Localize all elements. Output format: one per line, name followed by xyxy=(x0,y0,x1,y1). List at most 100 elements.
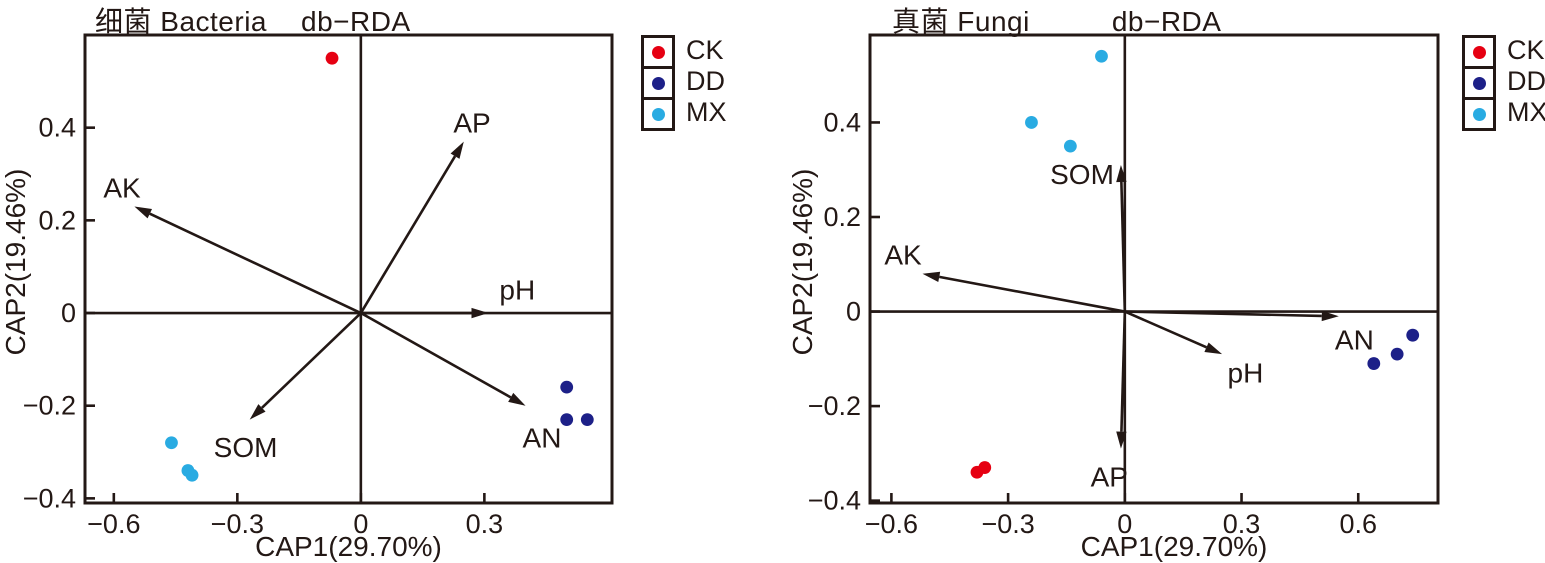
y-tick-label: −0.4 xyxy=(23,483,76,513)
env-arrow-head-AP xyxy=(1116,431,1127,449)
x-tick-label: −0.6 xyxy=(87,509,140,539)
env-arrow-head-pH xyxy=(1204,342,1223,355)
legend-cell-mx xyxy=(641,97,675,131)
x-tick-label: 0.3 xyxy=(1223,509,1261,539)
data-point-DD xyxy=(560,380,574,394)
plot-border xyxy=(868,33,1440,505)
x-tick-label: −0.3 xyxy=(981,509,1034,539)
y-tick-label: 0 xyxy=(61,298,76,328)
y-tick-label: 0.2 xyxy=(823,202,861,232)
env-arrow-label-AK: AK xyxy=(884,239,922,270)
fungi-title-method: db−RDA xyxy=(1111,6,1222,37)
legend-fungi: CK DD MX xyxy=(1462,35,1545,131)
env-arrow-shaft-AP xyxy=(359,155,457,314)
env-arrow-shaft-AN xyxy=(1124,310,1322,318)
fungi-title-group: 真菌 Fungi xyxy=(892,6,1030,37)
data-point-MX xyxy=(1025,116,1038,129)
y-tick-label: −0.4 xyxy=(808,486,861,516)
bacteria-title-method: db−RDA xyxy=(301,6,411,37)
x-tick-label: 0 xyxy=(353,509,368,539)
mx-dot-icon xyxy=(651,107,665,121)
legend-label-ck: CK xyxy=(686,35,724,65)
fungi-xaxis-label: CAP1(29.70%) xyxy=(1080,531,1268,562)
env-arrow-label-AK: AK xyxy=(103,172,141,203)
legend-label-column: CK DD MX xyxy=(1507,35,1545,128)
ck-dot-icon xyxy=(651,45,665,59)
legend-cell-dd xyxy=(641,66,675,100)
env-arrow-label-AN: AN xyxy=(523,423,562,454)
env-arrow-head-AP xyxy=(450,141,464,159)
data-point-DD xyxy=(580,413,594,426)
legend-swatch-column xyxy=(1462,35,1496,131)
mx-dot-icon xyxy=(1472,107,1486,121)
env-arrow-label-AN: AN xyxy=(1335,324,1374,355)
legend-label-ck: CK xyxy=(1507,35,1545,65)
env-arrow-head-AK xyxy=(134,206,153,219)
env-arrow-label-pH: pH xyxy=(1228,358,1264,389)
legend-bacteria: CK DD MX xyxy=(641,35,727,131)
env-arrow-label-SOM: SOM xyxy=(214,432,278,463)
legend-cell-mx xyxy=(1462,97,1496,131)
legend-cell-dd xyxy=(1462,66,1496,100)
x-tick-label: 0 xyxy=(1117,509,1132,539)
env-arrow-head-pH xyxy=(471,307,489,319)
x-tick-label: −0.3 xyxy=(211,509,264,539)
env-arrow-shaft-SOM xyxy=(261,312,362,409)
ck-dot-icon xyxy=(1472,45,1486,59)
bacteria-xaxis-label: CAP1(29.70%) xyxy=(255,531,442,562)
x-tick-label: −0.6 xyxy=(865,509,918,539)
legend-label-column: CK DD MX xyxy=(686,35,727,128)
y-tick-label: 0.4 xyxy=(38,113,76,143)
data-point-MX xyxy=(1095,49,1108,63)
dd-dot-icon xyxy=(1472,76,1486,90)
env-arrow-head-SOM xyxy=(1116,165,1127,183)
plot-border xyxy=(83,33,614,505)
fungi-plot-title: 真菌 Fungi db−RDA xyxy=(892,0,1221,40)
env-arrow-head-AK xyxy=(922,271,941,282)
env-arrow-shaft-AK xyxy=(149,212,362,315)
env-arrow-shaft-AK xyxy=(938,275,1126,313)
y-tick-label: 0.2 xyxy=(38,205,76,235)
legend-label-mx: MX xyxy=(1507,97,1545,127)
env-arrow-head-SOM xyxy=(249,404,266,420)
data-point-CK xyxy=(325,51,339,65)
data-point-DD xyxy=(1390,347,1404,361)
env-arrow-head-AN xyxy=(1321,310,1339,322)
y-tick-label: −0.2 xyxy=(808,391,861,421)
env-arrow-label-AP: AP xyxy=(1091,462,1128,493)
legend-label-dd: DD xyxy=(686,66,725,96)
legend-cell-ck xyxy=(1462,35,1496,69)
legend-label-mx: MX xyxy=(686,97,727,127)
x-tick-label: 0.3 xyxy=(466,509,504,539)
legend-cell-ck xyxy=(641,35,675,69)
env-arrow-label-pH: pH xyxy=(499,274,535,305)
dd-dot-icon xyxy=(651,76,665,90)
x-tick-label: 0.6 xyxy=(1339,509,1377,539)
data-point-MX xyxy=(1063,139,1077,153)
data-point-DD xyxy=(560,413,574,426)
env-arrow-label-SOM: SOM xyxy=(1050,159,1114,190)
data-point-CK xyxy=(978,461,992,474)
legend-label-dd: DD xyxy=(1507,66,1545,96)
env-arrow-shaft-SOM xyxy=(1120,181,1127,312)
data-point-DD xyxy=(1406,328,1420,342)
env-arrow-head-AN xyxy=(508,392,526,406)
env-arrow-shaft-AP xyxy=(1120,311,1127,432)
data-point-DD xyxy=(1367,357,1381,370)
y-tick-label: 0 xyxy=(846,297,861,327)
data-point-MX xyxy=(165,436,178,450)
y-tick-label: −0.2 xyxy=(23,391,76,421)
bacteria-title-group: 细菌 Bacteria xyxy=(95,6,267,37)
env-arrow-shaft-pH xyxy=(1124,310,1208,349)
env-arrow-shaft-AN xyxy=(360,311,512,399)
fungi-yaxis-label: CAP2(19.46%) xyxy=(787,168,818,356)
legend-swatch-column xyxy=(641,35,675,131)
bacteria-yaxis-label: CAP2(19.46%) xyxy=(0,168,31,356)
env-arrow-label-AP: AP xyxy=(453,108,490,139)
bacteria-plot-title: 细菌 Bacteria db−RDA xyxy=(95,0,411,40)
data-point-MX xyxy=(185,468,199,482)
y-tick-label: 0.4 xyxy=(823,107,861,137)
